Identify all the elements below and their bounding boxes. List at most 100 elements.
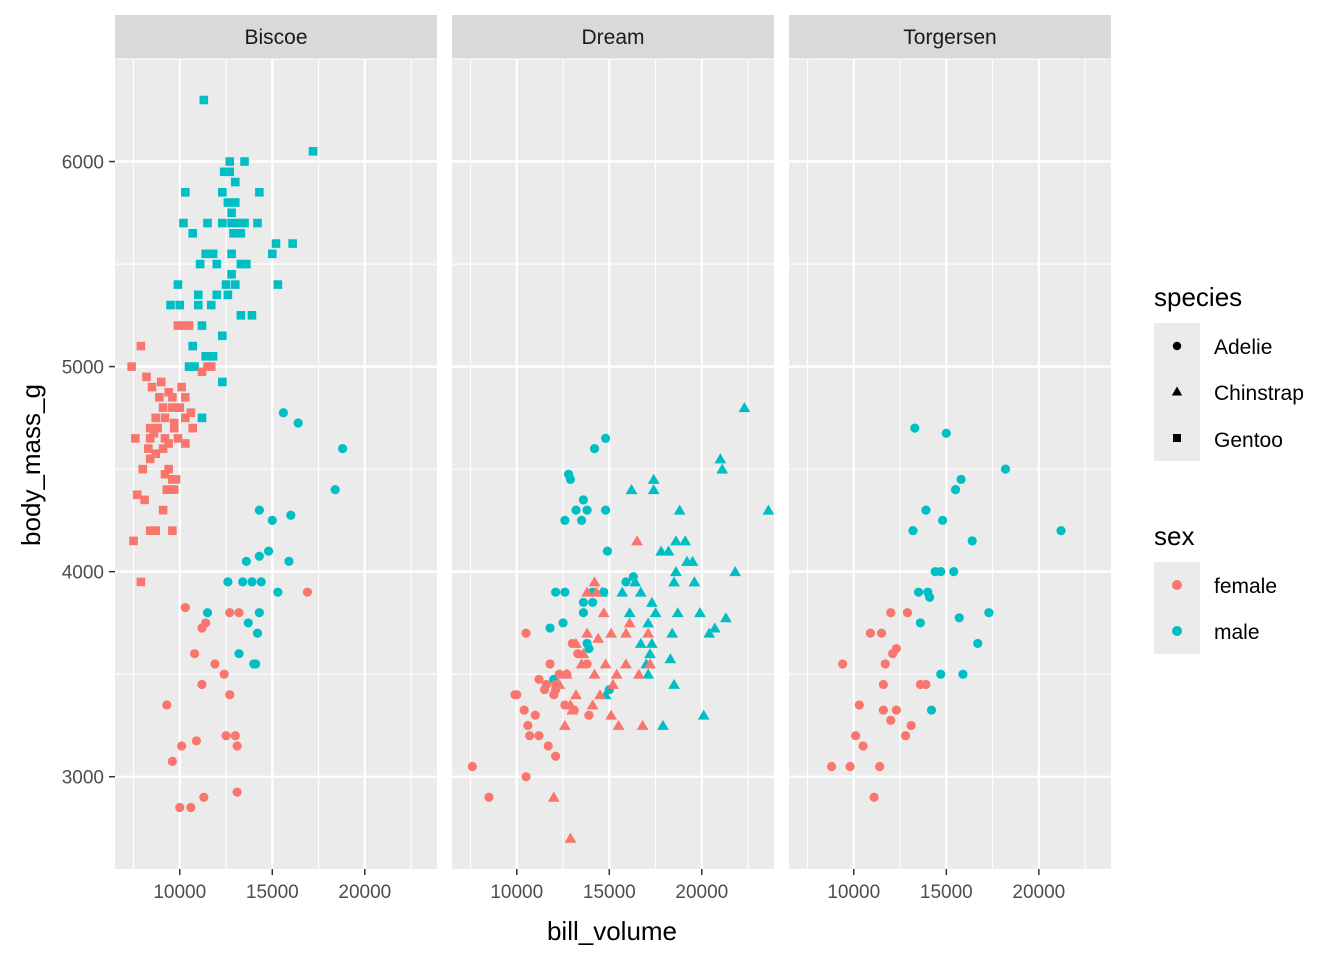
point-gentoo-female xyxy=(177,382,186,392)
point-adelie-female xyxy=(906,720,916,731)
legend-title-sex: sex xyxy=(1154,521,1194,551)
point-gentoo-female xyxy=(140,495,149,505)
point-chinstrap-female xyxy=(623,617,636,628)
y-tick-label: 3000 xyxy=(62,768,104,789)
point-adelie-male xyxy=(252,628,263,638)
point-chinstrap-female xyxy=(590,586,603,597)
point-adelie-female xyxy=(189,649,200,659)
point-chinstrap-female xyxy=(620,627,632,638)
x-tick-label: 15000 xyxy=(583,882,636,903)
point-gentoo-male xyxy=(208,352,218,361)
point-chinstrap-female xyxy=(633,668,645,679)
point-adelie-female xyxy=(177,741,187,751)
point-adelie-male xyxy=(571,505,581,515)
point-gentoo-male xyxy=(273,280,283,289)
point-gentoo-male xyxy=(219,167,229,177)
point-adelie-female xyxy=(521,628,531,638)
point-gentoo-male xyxy=(179,218,188,228)
point-gentoo-female xyxy=(145,526,155,535)
legend-label-female: female xyxy=(1214,575,1277,598)
panel-dream: Dream 10000 15000 20000 xyxy=(452,15,775,903)
point-adelie-male xyxy=(558,618,568,628)
point-gentoo-male xyxy=(288,239,297,248)
point-chinstrap-female xyxy=(575,658,588,669)
point-gentoo-female xyxy=(158,403,168,412)
point-adelie-female xyxy=(549,690,559,700)
facet-strip-label: Dream xyxy=(581,26,644,49)
data-points xyxy=(826,423,1066,802)
point-gentoo-male xyxy=(193,290,203,300)
point-adelie-male xyxy=(973,638,983,649)
point-chinstrap-male xyxy=(671,607,684,618)
point-chinstrap-male xyxy=(625,484,638,495)
point-gentoo-female xyxy=(186,408,196,418)
point-gentoo-female xyxy=(173,434,183,443)
point-chinstrap-female xyxy=(610,668,623,679)
point-chinstrap-male xyxy=(738,402,751,413)
y-axis: 3000 4000 5000 6000 xyxy=(62,153,115,789)
point-adelie-male xyxy=(545,623,555,633)
point-adelie-male xyxy=(600,505,611,515)
point-adelie-female xyxy=(302,587,313,597)
point-adelie-male xyxy=(267,515,277,525)
point-adelie-female xyxy=(838,659,848,669)
point-adelie-female xyxy=(543,741,553,751)
y-axis-title: body_mass_g xyxy=(16,384,46,546)
point-gentoo-female xyxy=(169,418,179,428)
point-gentoo-male xyxy=(230,177,240,187)
point-adelie-male xyxy=(915,618,925,628)
point-adelie-male xyxy=(234,649,244,659)
point-chinstrap-male xyxy=(688,576,701,587)
point-adelie-male xyxy=(223,577,233,587)
point-chinstrap-female xyxy=(581,586,593,597)
legend-sex: sex female male xyxy=(1154,521,1277,654)
point-chinstrap-female xyxy=(592,632,605,643)
panel-background xyxy=(115,59,437,869)
point-chinstrap-male xyxy=(647,473,660,484)
point-gentoo-female xyxy=(164,439,173,448)
point-gentoo-male xyxy=(208,249,218,259)
point-gentoo-female xyxy=(151,413,161,423)
point-chinstrap-male xyxy=(670,535,682,546)
point-gentoo-male xyxy=(234,218,244,228)
point-adelie-female xyxy=(886,715,896,725)
x-tick-label: 20000 xyxy=(1012,882,1065,903)
point-gentoo-female xyxy=(151,526,161,535)
point-adelie-female xyxy=(221,731,231,741)
point-chinstrap-female xyxy=(594,689,606,700)
panel-background xyxy=(789,59,1111,869)
facet-strip xyxy=(452,15,774,59)
point-adelie-female xyxy=(534,674,544,684)
point-chinstrap-male xyxy=(703,627,716,638)
point-adelie-male xyxy=(921,505,931,515)
x-tick-label: 15000 xyxy=(920,882,973,903)
point-adelie-female xyxy=(175,802,185,813)
point-gentoo-male xyxy=(240,157,249,166)
facet-strip-label: Torgersen xyxy=(903,26,996,49)
point-adelie-female xyxy=(854,700,864,710)
point-gentoo-male xyxy=(206,300,216,310)
point-gentoo-male xyxy=(225,167,235,177)
point-adelie-female xyxy=(858,741,868,751)
point-gentoo-male xyxy=(197,413,207,423)
point-gentoo-male xyxy=(218,377,227,387)
point-gentoo-female xyxy=(129,536,138,546)
point-adelie-female xyxy=(891,705,901,715)
point-gentoo-male xyxy=(218,331,227,341)
point-adelie-female xyxy=(878,705,888,715)
point-adelie-male xyxy=(937,515,948,525)
point-gentoo-male xyxy=(240,218,249,228)
point-adelie-female xyxy=(545,659,555,669)
panel-torgersen: Torgersen 10000 15000 20000 xyxy=(789,15,1111,903)
point-gentoo-female xyxy=(147,382,157,392)
point-adelie-male xyxy=(949,567,959,577)
point-gentoo-male xyxy=(227,270,236,279)
point-chinstrap-female xyxy=(636,719,649,730)
point-adelie-female xyxy=(826,761,837,772)
point-adelie-male xyxy=(202,608,213,618)
point-gentoo-male xyxy=(247,311,257,320)
legend-key-female xyxy=(1172,580,1182,590)
point-gentoo-female xyxy=(158,505,168,515)
point-gentoo-female xyxy=(132,490,142,500)
point-adelie-female xyxy=(900,731,911,741)
